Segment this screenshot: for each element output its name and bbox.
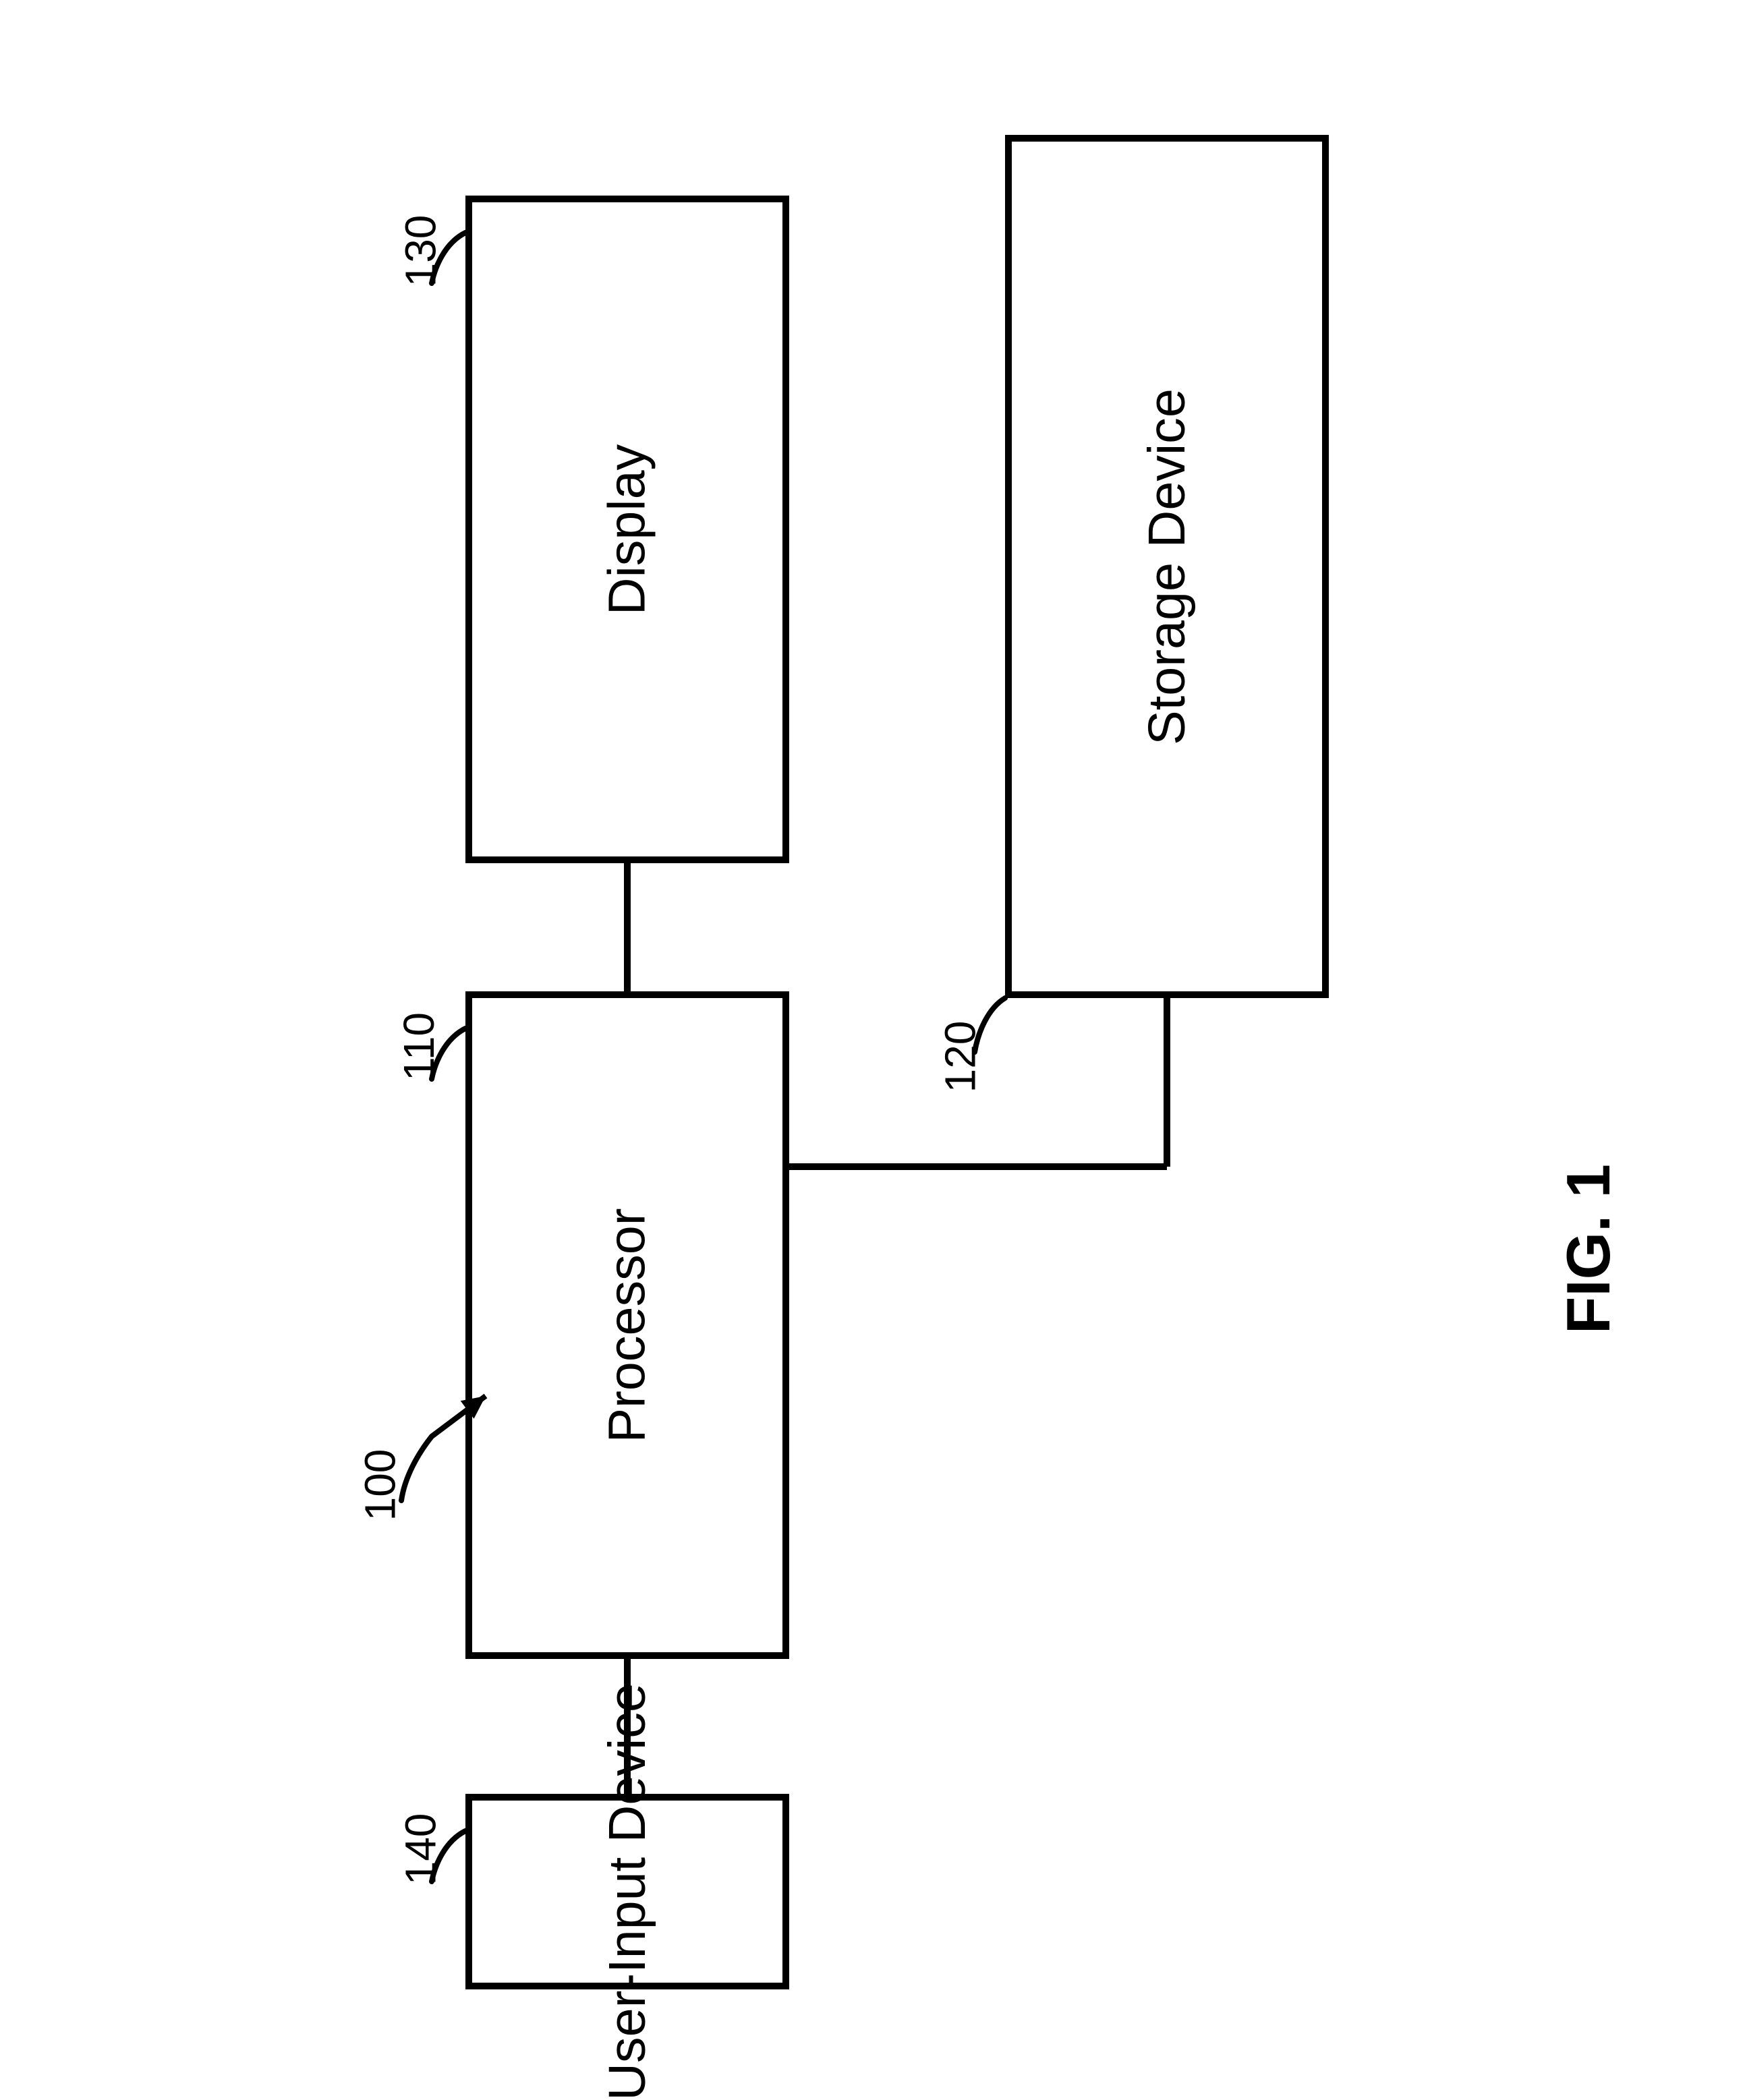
diagram-stage: Display Processor Storage Device User-Input…: [0, 0, 1745, 2095]
node-label-storage: Storage Device: [1137, 388, 1197, 745]
refnum-figure: 100: [355, 1449, 405, 1521]
connector-overlay: [0, 0, 1745, 2095]
refnum-userinput: 140: [395, 1813, 445, 1886]
node-label-display: Display: [597, 444, 657, 615]
node-display: Display: [465, 196, 789, 863]
node-label-userinput: User-Input Device: [598, 1683, 658, 2100]
refnum-storage: 120: [935, 1021, 985, 1093]
figure-label: FIG. 1: [1554, 1164, 1624, 1334]
node-storage: Storage Device: [1005, 135, 1329, 998]
node-processor: Processor: [465, 991, 789, 1659]
refnum-display: 130: [395, 215, 445, 287]
refnum-processor: 110: [394, 1012, 444, 1081]
node-label-processor: Processor: [598, 1208, 658, 1442]
node-userinput: User-Input Device: [465, 1794, 789, 1989]
